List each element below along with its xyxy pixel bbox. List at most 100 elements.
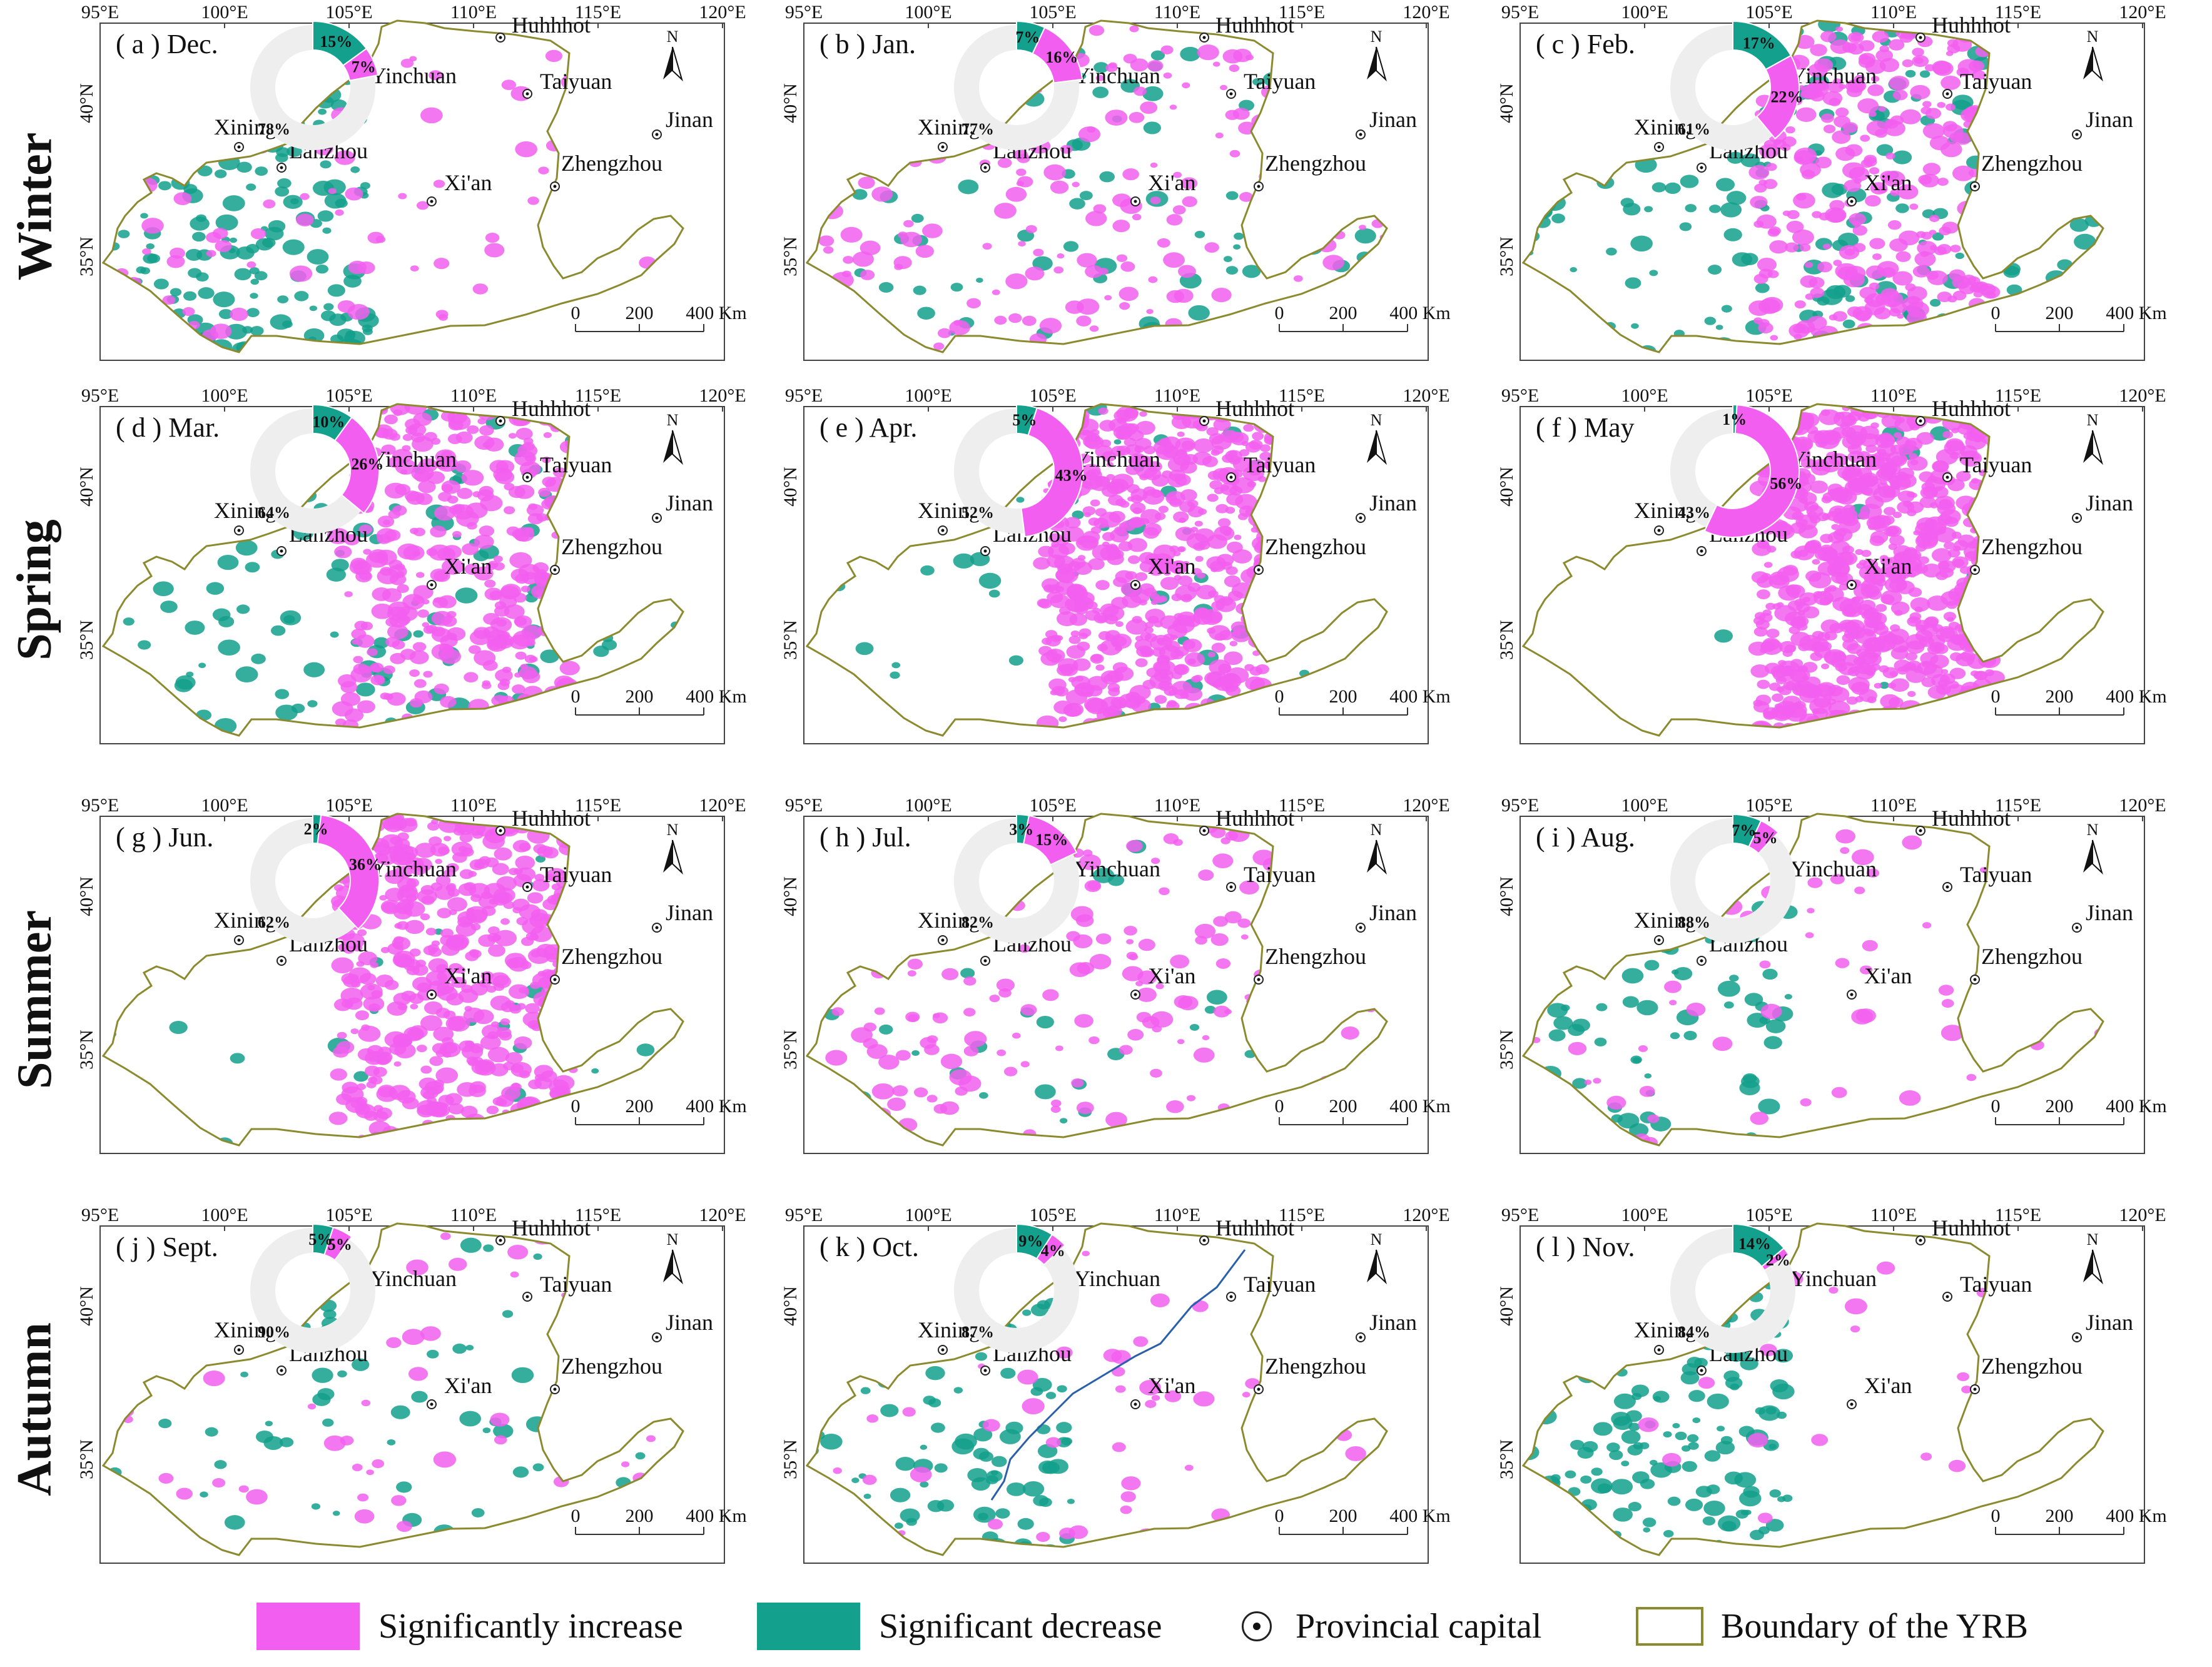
donut-decrease-label: 17% [1743,34,1775,52]
city-label: Xi'an [1148,554,1195,579]
north-label: N [2087,1230,2099,1249]
scale-label: 400 Km [1389,303,1451,323]
lon-tick-label: 115°E [1279,795,1325,816]
city-label: Xi'an [444,554,492,579]
lon-tick-label: 120°E [2119,2,2166,23]
legend-capital-label: Provincial capital [1296,1607,1542,1646]
scale-bar: 0 200 400 Km [1275,686,1451,716]
scale-label: 400 Km [2106,686,2167,707]
lat-tick-label: 40°N [76,876,97,916]
donut-nochange [954,818,1079,943]
lon-tick-label: 110°E [1870,2,1917,23]
city-label: Yinchuan [370,856,457,881]
lon-tick-label: 115°E [1995,795,2041,816]
donut-nochange-label: 52% [961,504,994,522]
lon-tick-label: 115°E [575,2,621,23]
panel-label: ( l ) Nov. [1536,1232,1635,1262]
map-panel: 95°E 100°E 105°E 110°E 115°E 120°E 40°N 35°N Huh… [779,1205,1451,1566]
map-svg: 95°E 100°E 105°E 110°E 115°E 120°E 40°N 35°N Huh… [780,1205,1451,1564]
city-label: Taiyuan [540,69,612,94]
lon-tick-label: 120°E [699,385,746,406]
legend-boundary: Boundary of the YRB [1636,1601,2028,1651]
donut-increase [1035,1234,1066,1266]
scale-label: 400 Km [2106,1096,2167,1117]
city-label: Zhengzhou [1265,534,1366,559]
map-svg: 95°E 100°E 105°E 110°E 115°E 120°E 40°N 35°N Huh… [76,385,747,744]
legend-increase-label: Significantly increase [378,1607,683,1646]
north-label: N [667,411,679,429]
donut-increase-label: 16% [1045,48,1078,66]
lon-tick-label: 95°E [785,385,823,406]
panel-label: ( j ) Sept. [116,1232,218,1262]
north-arrow-icon: N [1367,1230,1387,1285]
donut-nochange [1670,818,1795,943]
donut-nochange-label: 62% [258,913,290,931]
lon-tick-label: 120°E [2119,795,2166,816]
map-svg: 95°E 100°E 105°E 110°E 115°E 120°E 40°N 35°N Huh… [1496,2,2167,361]
lon-tick-label: 110°E [1870,385,1917,406]
city-label: Taiyuan [540,1272,612,1297]
legend: Significantly increase Significant decre… [0,1589,2212,1658]
lon-tick-label: 105°E [1745,2,1792,23]
north-arrow-icon: N [2083,1230,2103,1285]
lat-tick-label: 35°N [1496,1439,1517,1479]
scale-label: 200 [2046,1506,2074,1526]
donut-increase-label: 5% [1753,829,1778,847]
lat-tick-label: 35°N [780,236,801,276]
donut-decrease-label: 1% [1722,410,1747,428]
lat-tick-label: 40°N [780,1286,801,1326]
city-label: Taiyuan [540,452,612,477]
donut-nochange [1670,25,1773,150]
scale-label: 200 [1329,1096,1357,1117]
scale-label: 0 [1275,686,1284,707]
city-label: Jinan [1369,107,1417,132]
lon-tick-label: 105°E [1745,795,1792,816]
donut-decrease-label: 15% [320,33,352,51]
north-arrow-icon: N [663,1230,683,1285]
panel-label: ( k ) Oct. [819,1232,919,1262]
lon-tick-label: 95°E [81,385,119,406]
city-label: Yinchuan [1074,856,1160,881]
city-label: Huhhhot [1932,806,2011,831]
city-label: Taiyuan [1960,1272,2032,1297]
scale-label: 0 [1991,686,2001,707]
scale-label: 0 [1275,1096,1284,1117]
panel-label: ( h ) Jul. [819,822,911,853]
donut-nochange [250,408,362,534]
city-label: Taiyuan [1960,452,2032,477]
scale-label: 400 Km [2106,303,2167,323]
donut-nochange [954,1228,1079,1353]
donut-nochange [250,25,375,150]
donut-nochange-label: 61% [1678,120,1710,138]
season-label-winter: Winter [0,19,69,394]
lon-tick-label: 100°E [201,385,248,406]
city-label: Taiyuan [1960,69,2032,94]
map-panel: 95°E 100°E 105°E 110°E 115°E 120°E 40°N 35°N Huh… [75,1205,747,1566]
donut-nochange-label: 64% [258,504,290,522]
city-label: Yinchuan [1074,63,1160,88]
city-label: Yinchuan [1790,63,1877,88]
season-text: Autumn [7,1322,62,1496]
lon-tick-label: 105°E [325,795,372,816]
scale-label: 200 [2046,686,2074,707]
season-label-spring: Spring [0,402,69,778]
donut-increase-label: 43% [1055,467,1088,485]
donut-decrease-label: 3% [1009,820,1033,838]
scale-label: 0 [1991,1506,2001,1526]
north-arrow-icon: N [2083,821,2103,875]
basin-fill [807,21,1387,352]
donut-nochange-label: 82% [961,913,994,931]
season-text: Summer [7,910,62,1089]
city-label: Yinchuan [1790,856,1877,881]
map-svg: 95°E 100°E 105°E 110°E 115°E 120°E 40°N 35°N Huh… [76,2,747,361]
city-label: Xi'an [1864,963,1912,988]
lat-tick-label: 35°N [780,1030,801,1070]
lon-tick-label: 95°E [785,1205,823,1225]
donut-increase [317,814,380,930]
scale-bar: 0 200 400 Km [571,1506,747,1535]
legend-increase: Significantly increase [256,1601,683,1651]
lon-tick-label: 95°E [785,795,823,816]
legend-capital: Provincial capital [1242,1601,1541,1651]
city-label: Zhengzhou [1265,944,1366,969]
donut-decrease-label: 5% [308,1230,333,1249]
